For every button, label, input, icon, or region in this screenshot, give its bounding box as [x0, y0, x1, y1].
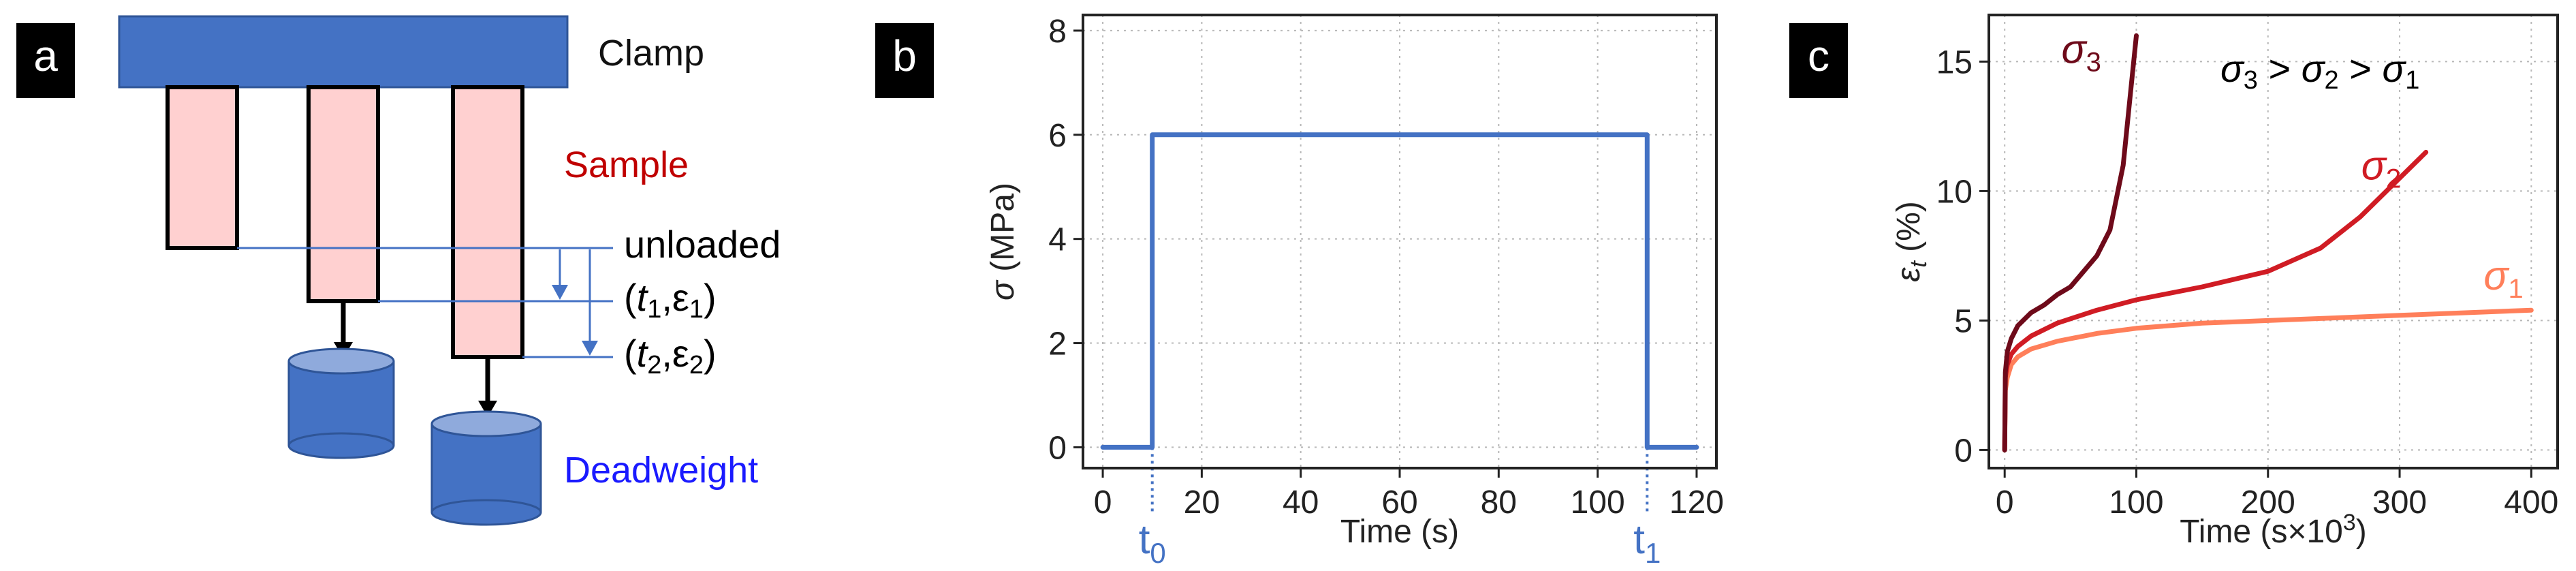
- x-tick-label: 400: [2504, 484, 2558, 521]
- panel-c-y-axis-label: εt (%): [1891, 201, 1932, 282]
- x-tick-label: 200: [2241, 484, 2295, 521]
- series-label-sigma-2: σ2: [2361, 142, 2401, 194]
- panel-b-y-axis-label: σ (MPa): [985, 183, 1021, 300]
- x-tick-label: 300: [2372, 484, 2427, 521]
- elongation-arrowhead-2: [582, 341, 598, 356]
- y-tick-label: 6: [1048, 118, 1067, 154]
- x-tick-label: 40: [1283, 484, 1319, 521]
- panel-b-series: [1100, 132, 1699, 450]
- deadweight-label: Deadweight: [564, 450, 758, 491]
- sample-state-1: [307, 85, 380, 303]
- panel-a-badge: [16, 23, 75, 98]
- series-line-sigma-2: [2002, 149, 2429, 452]
- state-1-label: (t1,ε1): [624, 276, 717, 324]
- x-tick-label: 60: [1381, 484, 1417, 521]
- panel-c-x-axis-label: Time (s×103): [2180, 510, 2367, 550]
- y-tick-label: 2: [1048, 326, 1067, 362]
- x-tick-label: 20: [1184, 484, 1220, 521]
- panel-c-chart: c 0 100 200 300 400 0 5 10 15 σ1 σ2 σ3 σ3 > σ2 > σ…: [1789, 14, 2559, 550]
- x-tick-label: 0: [1094, 484, 1112, 521]
- clamp-label: Clamp: [598, 33, 704, 74]
- sample-unloaded: [166, 85, 239, 250]
- panel-b-x-axis-label: Time (s): [1340, 514, 1459, 550]
- deadweight-1: [287, 348, 395, 459]
- panel-a-diagram: a Clamp Sample unloaded (t1,ε1) (t2,ε2): [16, 15, 781, 526]
- panel-b-ticks: 0 20 40 60 80 100 120 0 2 4 6 8: [1048, 14, 1724, 521]
- panel-b-gridlines: [1083, 15, 1716, 468]
- panel-c-series: [2002, 33, 2534, 452]
- y-tick-label: 0: [1954, 433, 1973, 469]
- x-tick-label: 100: [2109, 484, 2163, 521]
- panel-a-label: a: [33, 31, 58, 80]
- y-tick-label: 10: [1936, 174, 1973, 210]
- series-line-0: [1100, 132, 1699, 450]
- panel-b-badge: [875, 23, 934, 98]
- panel-c-series-labels: σ1 σ2 σ3: [2061, 26, 2523, 304]
- panel-c-label: c: [1808, 31, 1829, 80]
- state-2-label: (t2,ε2): [624, 332, 717, 380]
- series-line-sigma-1: [2002, 307, 2534, 452]
- sample-state-2: [451, 85, 524, 359]
- state-unloaded-label: unloaded: [624, 223, 781, 266]
- y-tick-label: 0: [1048, 430, 1067, 466]
- x-tick-label: 0: [1996, 484, 2014, 521]
- clamp: [118, 15, 569, 89]
- y-tick-label: 8: [1048, 14, 1067, 50]
- y-tick-label: 4: [1048, 222, 1067, 258]
- time-marker-label: t1: [1633, 516, 1661, 568]
- panel-b-markers: t0 t1: [1139, 447, 1661, 569]
- y-tick-label: 5: [1954, 303, 1973, 339]
- panel-c-annotation: σ3 > σ2 > σ1: [2220, 47, 2419, 95]
- x-tick-label: 120: [1669, 484, 1724, 521]
- time-marker-label: t0: [1139, 516, 1166, 568]
- panel-c-axes-frame: [1988, 14, 2559, 469]
- series-label-sigma-3: σ3: [2061, 26, 2101, 77]
- elongation-arrowhead-1: [552, 285, 568, 300]
- hanger-arrowhead-2: [478, 401, 497, 417]
- x-tick-label: 80: [1481, 484, 1517, 521]
- panel-c-ticks: 0 100 200 300 400 0 5 10 15: [1936, 44, 2559, 521]
- panel-c-badge: [1789, 23, 1848, 98]
- deadweight-2: [430, 410, 542, 526]
- series-line-sigma-3: [2002, 33, 2139, 452]
- panel-c-gridlines: [1989, 15, 2558, 468]
- panel-b-label: b: [892, 31, 917, 80]
- series-label-sigma-1: σ1: [2483, 253, 2523, 304]
- y-tick-label: 15: [1936, 44, 1973, 80]
- x-tick-label: 100: [1571, 484, 1625, 521]
- panel-b-chart: b t0 t1 0 20 40 60 80 100 120 0 2 4 6 8 Time (s) σ (…: [875, 14, 1724, 569]
- sample-label: Sample: [564, 144, 689, 185]
